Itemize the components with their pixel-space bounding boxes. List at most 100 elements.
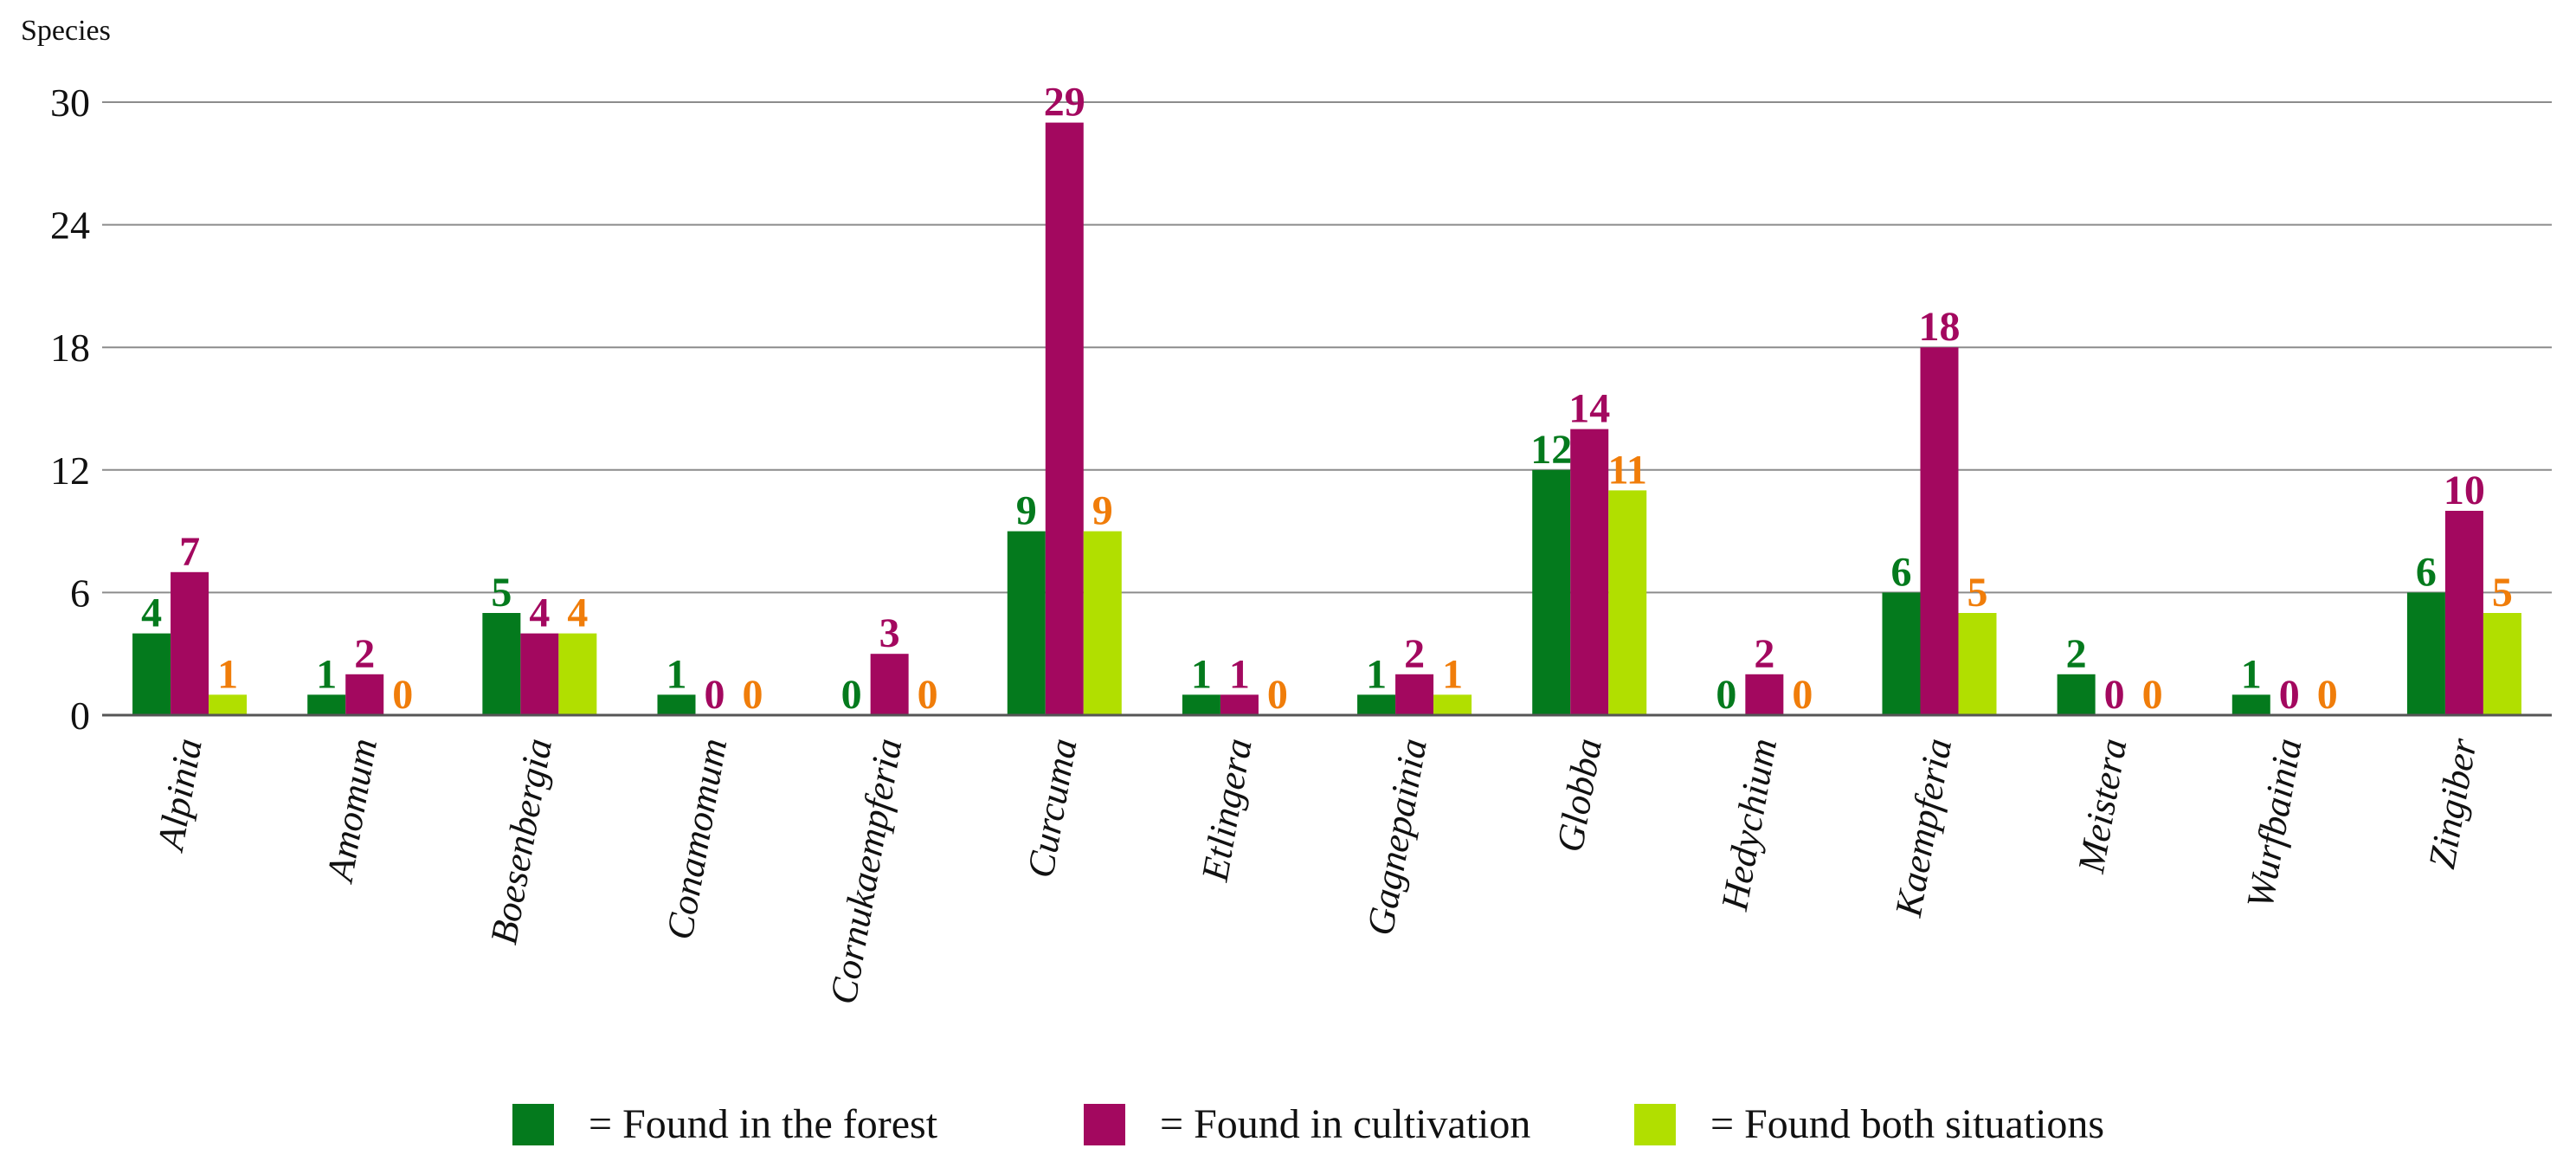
data-label: 1 (1229, 651, 1250, 697)
bar (1045, 122, 1084, 716)
y-tick-label: 24 (50, 203, 90, 248)
bar (1532, 469, 1571, 715)
data-label: 3 (879, 610, 900, 656)
bar (1357, 694, 1396, 715)
bar (1958, 613, 1997, 715)
data-label: 0 (392, 672, 413, 718)
category-label: Alpinia (149, 735, 210, 855)
category-label: Gagnepainia (1359, 735, 1435, 939)
y-tick-label: 12 (50, 448, 90, 493)
bar (1608, 490, 1647, 715)
data-label: 0 (841, 672, 862, 718)
data-label: 5 (1967, 570, 1988, 616)
data-label: 11 (1608, 447, 1647, 493)
data-label: 0 (2104, 672, 2125, 718)
bar (1007, 531, 1046, 715)
y-tick-label: 6 (70, 571, 90, 615)
bar (1920, 347, 1959, 715)
bar (307, 694, 346, 715)
data-label: 0 (2279, 672, 2300, 718)
data-label: 2 (2066, 631, 2087, 677)
y-tick-label: 0 (70, 693, 90, 738)
data-label: 14 (1568, 386, 1610, 432)
data-label: 9 (1092, 488, 1113, 534)
bar (558, 633, 597, 715)
bars (132, 122, 2521, 716)
bar (2406, 592, 2445, 715)
bar (209, 694, 248, 715)
legend-swatch (512, 1104, 554, 1145)
data-label: 4 (141, 590, 162, 636)
y-axis-label: Species (21, 15, 111, 47)
bar (1745, 674, 1784, 715)
bar (2057, 674, 2096, 715)
data-label: 10 (2444, 468, 2485, 513)
data-label: 0 (918, 672, 938, 718)
data-label: 1 (316, 651, 337, 697)
category-label: Boesenbergia (482, 735, 560, 947)
category-label: Meistera (2070, 735, 2135, 877)
bar (2483, 613, 2521, 715)
data-label: 2 (1404, 631, 1425, 677)
category-label: Zingiber (2420, 734, 2485, 872)
category-label: Globba (1549, 735, 1610, 855)
data-label: 0 (2317, 672, 2338, 718)
bar (1395, 674, 1434, 715)
data-label: 0 (705, 672, 725, 718)
bar (1182, 694, 1220, 715)
data-label: 1 (667, 651, 687, 697)
data-label: 6 (2416, 549, 2437, 595)
category-label: Conamomum (658, 735, 735, 943)
x-axis-categories: Alpinia Amomum Boesenbergia Conamomum Cornuk… (149, 734, 2485, 1007)
data-label: 5 (491, 570, 512, 616)
data-label: 0 (1716, 672, 1736, 718)
data-label: 5 (2492, 570, 2513, 616)
data-label: 1 (2241, 651, 2262, 697)
bar (2444, 511, 2483, 715)
data-label: 0 (743, 672, 763, 718)
legend-entry: = Found in the forest (589, 1101, 938, 1147)
data-label: 1 (217, 651, 238, 697)
bar (2231, 694, 2270, 715)
legend-entry: = Found both situations (1710, 1101, 2104, 1147)
data-label: 4 (567, 590, 588, 636)
data-label: 4 (529, 590, 550, 636)
legend-swatch (1084, 1104, 1125, 1145)
data-label: 12 (1530, 427, 1572, 473)
legend-swatch (1634, 1104, 1676, 1145)
category-label: Kaempferia (1887, 735, 1961, 920)
category-label: Wurfbainia (2238, 735, 2310, 912)
data-label: 6 (1891, 549, 1912, 595)
bar (657, 694, 696, 715)
y-tick-label: 18 (50, 326, 90, 370)
bar (482, 613, 521, 715)
legend: = Found in the forest = Found in cultivat… (512, 1101, 2104, 1147)
bar (1570, 429, 1609, 715)
data-label: 0 (1792, 672, 1813, 718)
category-label: Etlingera (1193, 735, 1259, 885)
data-label: 1 (1191, 651, 1212, 697)
bar (1083, 531, 1122, 715)
bar (1220, 694, 1259, 715)
bar (870, 654, 909, 715)
data-label: 18 (1919, 304, 1961, 350)
category-label: Curcuma (1019, 735, 1085, 880)
data-label: 9 (1016, 488, 1037, 534)
bar (1433, 694, 1472, 715)
data-label: 0 (1267, 672, 1288, 718)
legend-entry: = Found in cultivation (1160, 1101, 1530, 1147)
data-label: 7 (179, 529, 200, 575)
data-label: 0 (2142, 672, 2163, 718)
bar (345, 674, 384, 715)
bar (1882, 592, 1921, 715)
grid-lines (102, 101, 2552, 594)
bar (171, 571, 209, 715)
y-tick-label: 30 (50, 81, 90, 125)
data-label: 2 (1754, 631, 1774, 677)
data-label: 2 (354, 631, 375, 677)
bar (132, 633, 171, 715)
data-label: 1 (1366, 651, 1387, 697)
bar (520, 633, 559, 715)
